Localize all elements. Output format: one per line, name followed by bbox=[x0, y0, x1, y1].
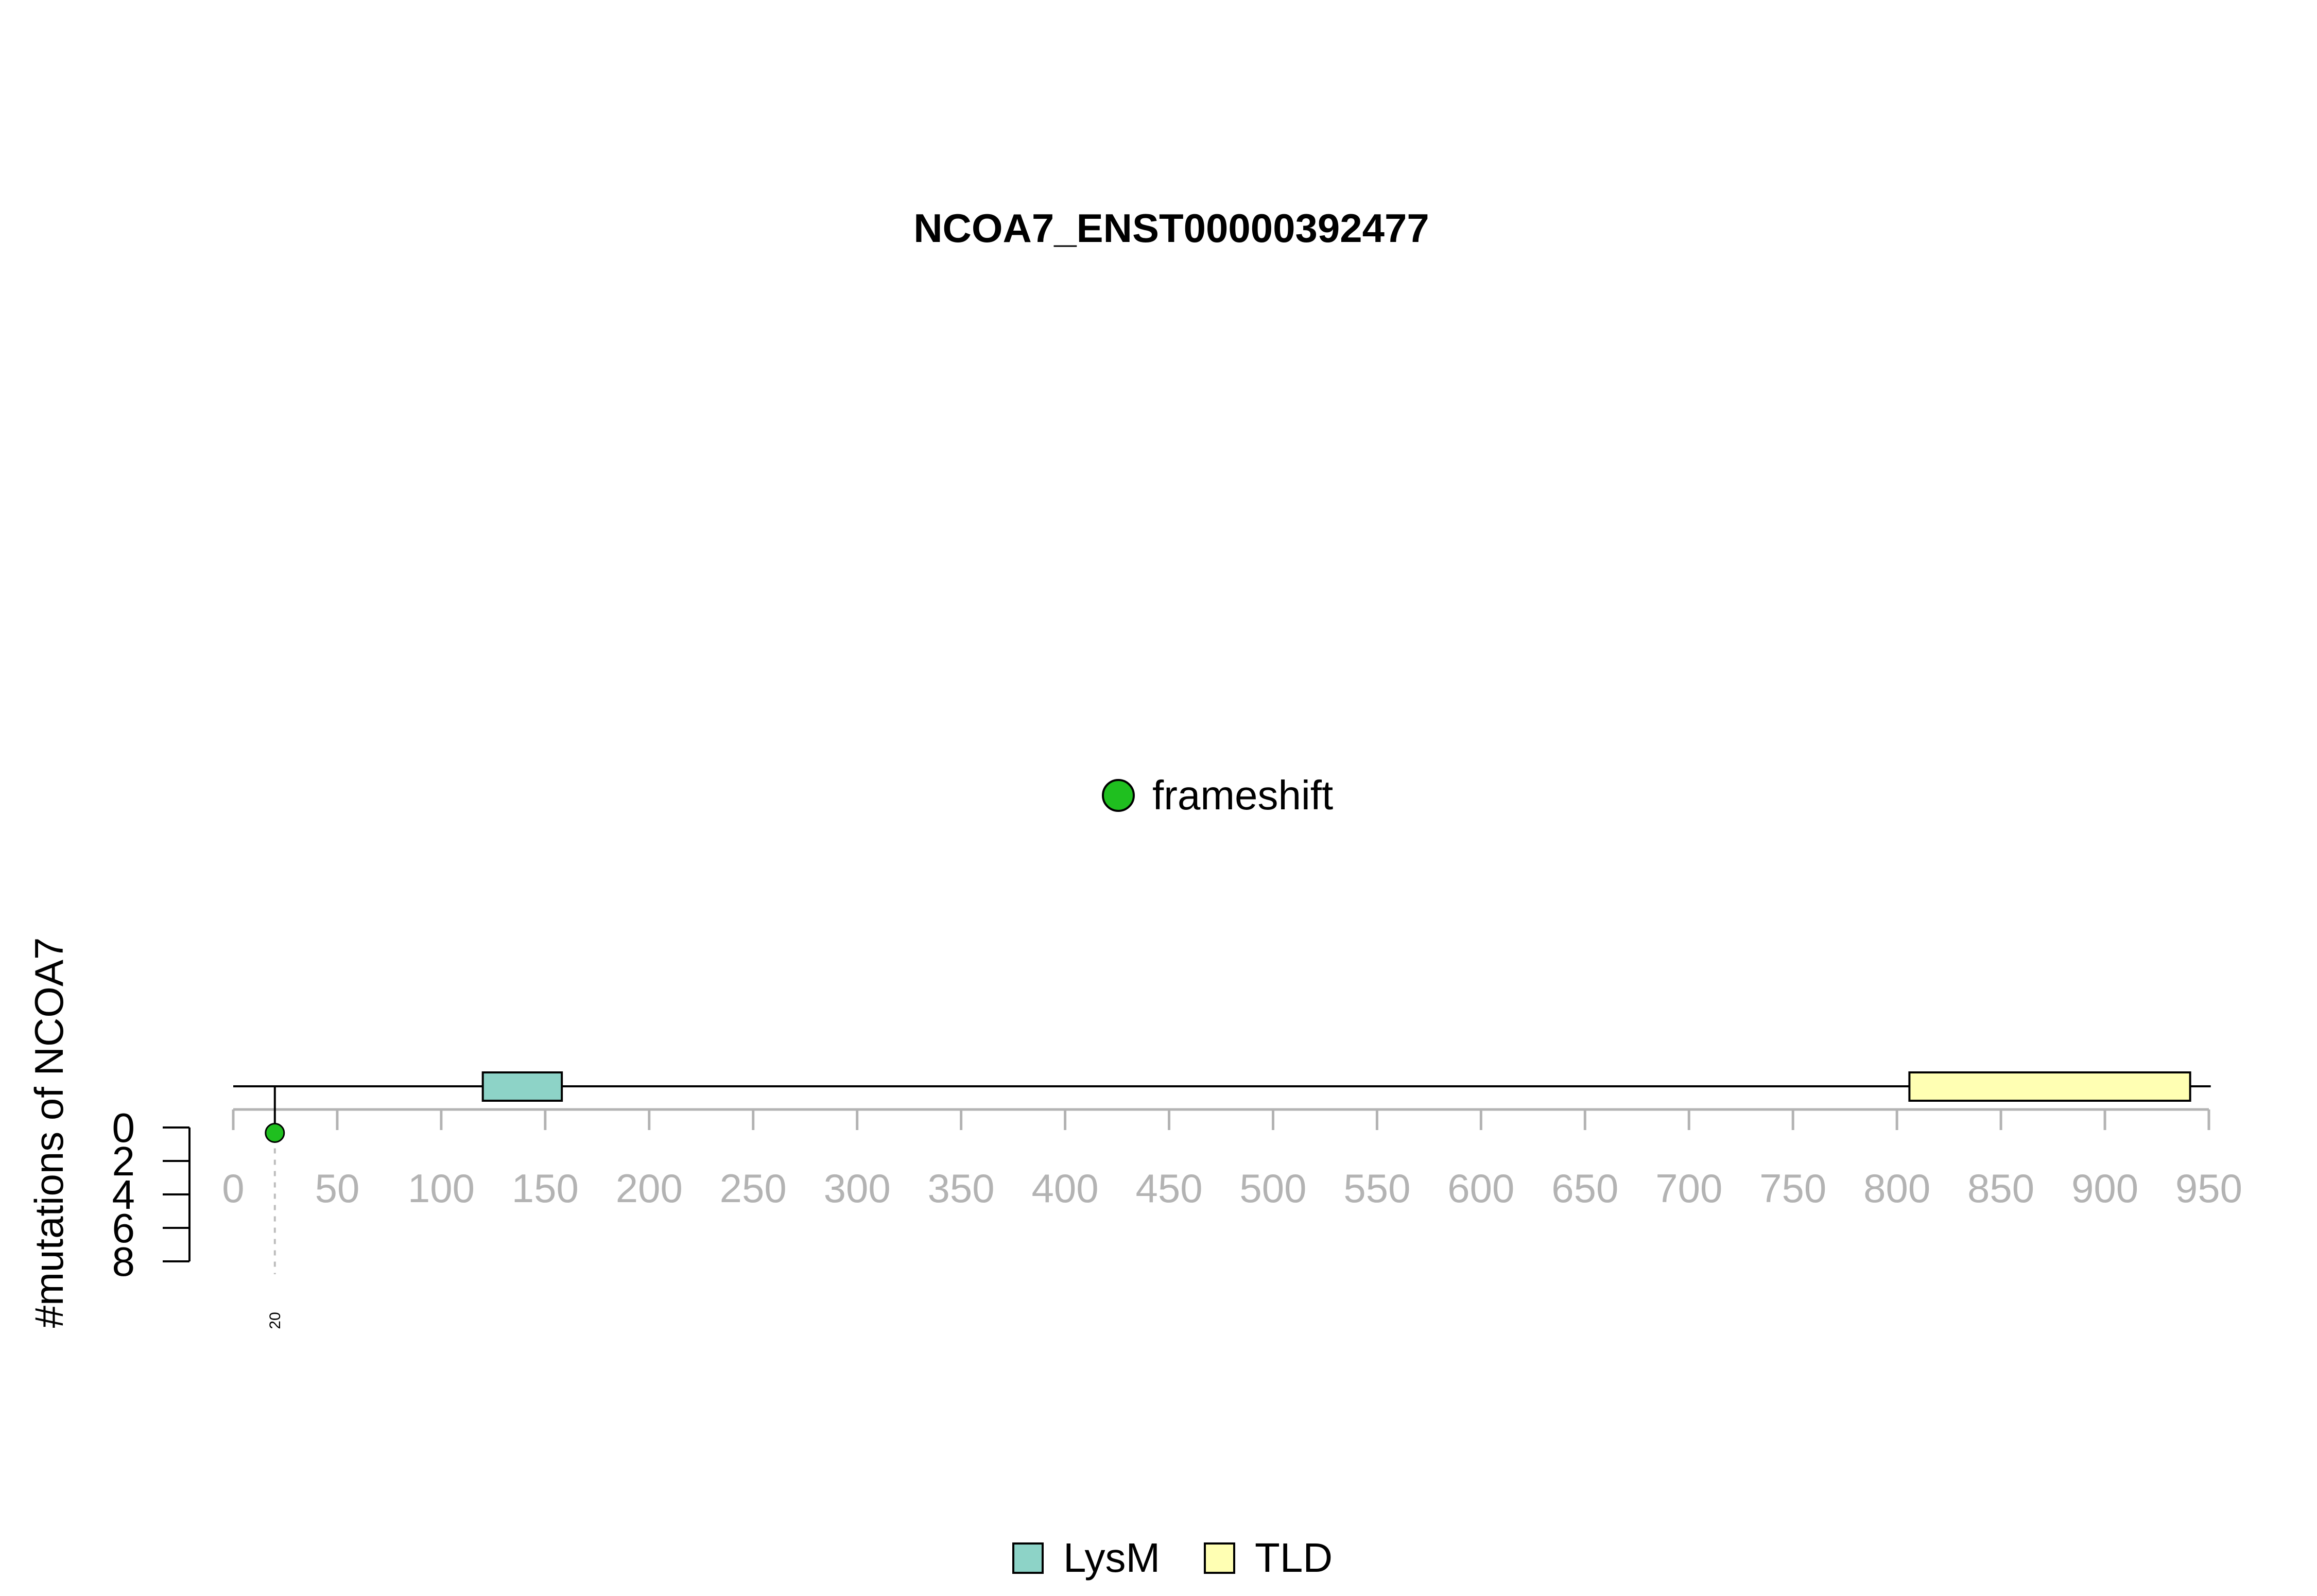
x-tick-label: 750 bbox=[1759, 1166, 1826, 1211]
x-tick-label: 400 bbox=[1032, 1166, 1099, 1211]
domain-lysm bbox=[481, 1071, 563, 1102]
x-tick-label: 250 bbox=[720, 1166, 787, 1211]
legend-lysm-swatch bbox=[1012, 1542, 1044, 1574]
x-tick-label: 850 bbox=[1967, 1166, 2034, 1211]
y-tick-label: 0 bbox=[112, 1105, 135, 1151]
legend-frameshift-marker bbox=[1102, 779, 1135, 812]
domain-legend: LysM TLD bbox=[1012, 1535, 1333, 1581]
domain-tld bbox=[1908, 1071, 2191, 1102]
legend-frameshift-label: frameshift bbox=[1152, 772, 1333, 818]
x-tick-label: 350 bbox=[928, 1166, 995, 1211]
y-axis-label: #mutations of NCOA7 bbox=[26, 938, 72, 1328]
x-tick-label: 500 bbox=[1239, 1166, 1306, 1211]
legend-tld-swatch bbox=[1204, 1542, 1235, 1574]
x-tick-label: 200 bbox=[616, 1166, 683, 1211]
mutation-layer: 20 bbox=[265, 1086, 285, 1329]
x-tick-label: 450 bbox=[1135, 1166, 1202, 1211]
domain-layer bbox=[481, 1071, 2191, 1102]
mutation-legend: frameshift bbox=[1102, 772, 1333, 818]
x-tick-label: 950 bbox=[2175, 1166, 2242, 1211]
x-tick-label: 900 bbox=[2071, 1166, 2138, 1211]
y-tick-label: 6 bbox=[112, 1205, 135, 1251]
x-tick-label: 150 bbox=[512, 1166, 579, 1211]
legend-lysm-label: LysM bbox=[1063, 1535, 1160, 1581]
legend-tld-label: TLD bbox=[1255, 1535, 1333, 1581]
x-tick-label: 600 bbox=[1447, 1166, 1514, 1211]
x-tick-label: 550 bbox=[1343, 1166, 1410, 1211]
x-tick-label: 300 bbox=[824, 1166, 891, 1211]
mutation-point bbox=[265, 1123, 285, 1143]
y-tick-label: 8 bbox=[112, 1239, 135, 1285]
x-tick-label: 700 bbox=[1655, 1166, 1722, 1211]
x-tick-label: 800 bbox=[1863, 1166, 1930, 1211]
y-tick-label: 4 bbox=[112, 1172, 135, 1218]
x-tick-label: 0 bbox=[222, 1166, 244, 1211]
x-tick-label: 50 bbox=[315, 1166, 360, 1211]
chart-title: NCOA7_ENST00000392477 bbox=[913, 205, 1429, 251]
x-axis: 0 50 100 150 200 250 300 350 400 450 500 550 600 650 7… bbox=[222, 1108, 2242, 1211]
x-tick-label: 100 bbox=[408, 1166, 475, 1211]
mutation-position-label: 20 bbox=[267, 1312, 284, 1329]
x-tick-label: 650 bbox=[1551, 1166, 1618, 1211]
y-tick-label: 2 bbox=[112, 1138, 135, 1184]
